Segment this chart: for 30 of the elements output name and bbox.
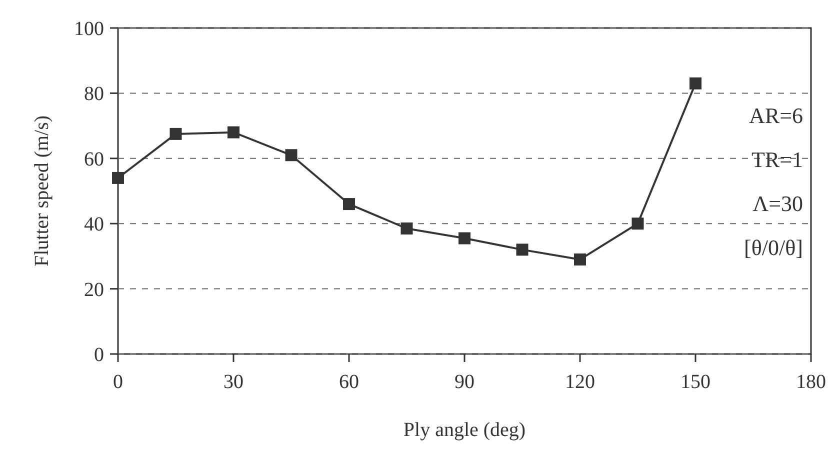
x-tick-label: 180 xyxy=(796,371,826,393)
x-tick-label: 90 xyxy=(454,371,474,393)
x-tick-label: 30 xyxy=(224,371,244,393)
point xyxy=(285,149,298,162)
annotation: TR=1 xyxy=(751,147,803,172)
x-tick-label: 0 xyxy=(113,371,123,393)
annotation: AR=6 xyxy=(749,103,803,128)
y-tick-label: 0 xyxy=(94,344,104,366)
x-tick-label: 150 xyxy=(680,371,710,393)
point xyxy=(112,172,124,184)
y-tick-label: 20 xyxy=(84,278,104,301)
x-axis-title: Ply angle (deg) xyxy=(403,419,526,441)
point xyxy=(516,244,528,256)
y-tick-label: 40 xyxy=(84,214,104,236)
point xyxy=(170,128,182,140)
point xyxy=(400,222,413,234)
x-tick-label: 120 xyxy=(565,371,595,393)
y-tick-label: 80 xyxy=(84,83,104,106)
y-tick-label: 60 xyxy=(84,148,104,170)
point xyxy=(228,126,240,138)
point xyxy=(343,198,355,210)
annotation: Λ=30 xyxy=(752,191,803,216)
point xyxy=(690,77,702,90)
y-tick-label: 100 xyxy=(74,18,104,40)
y-axis-title: Flutter speed (m/s) xyxy=(31,115,53,267)
point xyxy=(632,218,644,230)
point xyxy=(458,232,470,244)
point xyxy=(574,253,586,266)
x-tick-label: 60 xyxy=(339,371,359,393)
annotation: [θ/0/θ] xyxy=(744,235,803,260)
